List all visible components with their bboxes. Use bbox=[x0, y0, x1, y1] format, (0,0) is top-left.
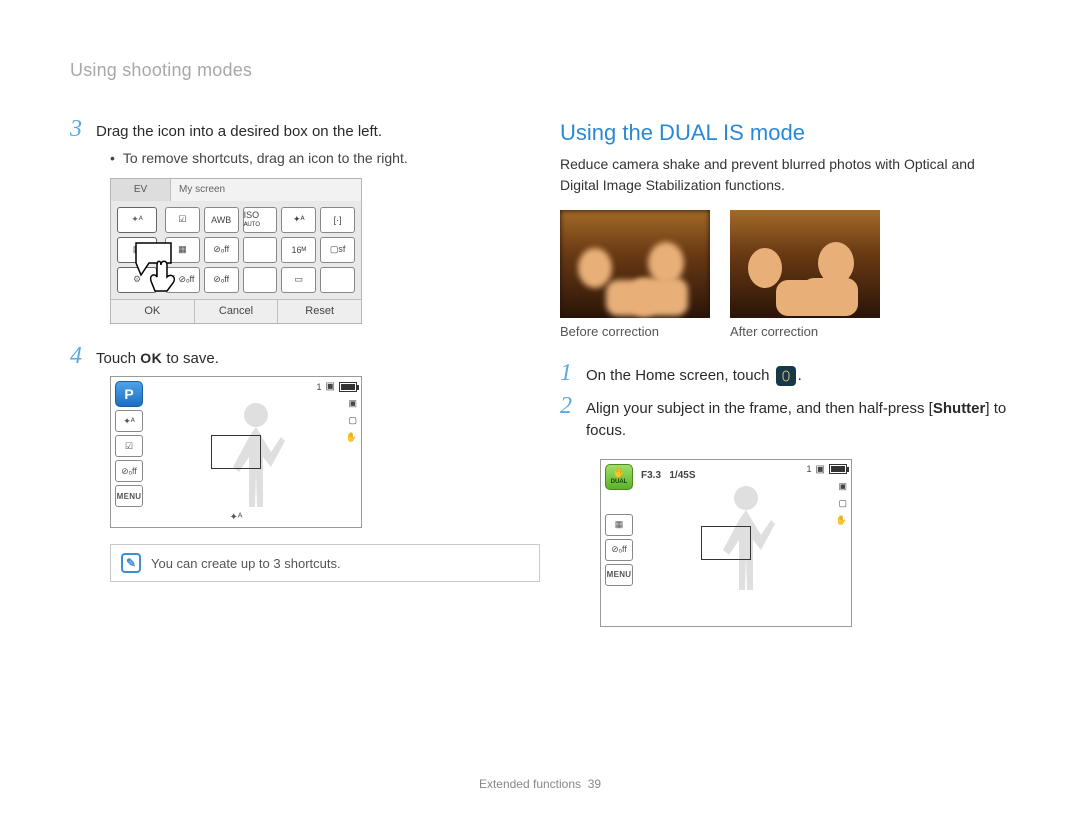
dual-hand-glyph: ✋ bbox=[613, 468, 625, 479]
step-3: 3 Drag the icon into a desired box on th… bbox=[70, 117, 520, 144]
page-section-header: Using shooting modes bbox=[70, 60, 520, 81]
comparison-photos bbox=[560, 210, 1010, 318]
grid-icon[interactable] bbox=[243, 267, 278, 293]
photo-before bbox=[560, 210, 710, 318]
grid-icon[interactable]: AWB bbox=[204, 207, 239, 233]
grid-icon[interactable]: ▦ bbox=[165, 237, 200, 263]
camera-lcd-p-mode: P ✦ᴬ ☑ ⊘ₒff MENU 1 ▣ ▣ ▢ ✋ ✦ᴬ bbox=[110, 376, 362, 528]
mode-dual-icon[interactable]: ✋ DUAL bbox=[605, 464, 633, 490]
shortcut-slots: ✦ᴬ ▦ ⚙ bbox=[117, 207, 161, 293]
step-text-pre: Align your subject in the frame, and the… bbox=[586, 400, 933, 417]
grid-icon[interactable]: ☑ bbox=[165, 207, 200, 233]
section-title: Using the DUAL IS mode bbox=[560, 120, 1010, 146]
lcd-right-icon: ▢ bbox=[838, 498, 847, 509]
footer-page-number: 39 bbox=[588, 777, 601, 791]
shutter-speed-value: 1/45S bbox=[669, 470, 695, 481]
grid-icon[interactable]: ☾⊘ₒff bbox=[165, 267, 200, 293]
battery-icon bbox=[339, 382, 357, 392]
step-1: 1 On the Home screen, touch . bbox=[560, 361, 1010, 388]
lcd-bottom-marker: ✦ᴬ bbox=[230, 512, 243, 523]
lcd-right-icon: ▣ bbox=[348, 398, 357, 409]
step-4: 4 Touch OK to save. bbox=[70, 344, 520, 371]
step-text-pre: Touch bbox=[96, 350, 140, 367]
shortcut-slot[interactable]: ✦ᴬ bbox=[117, 207, 157, 233]
lcd-left-icon[interactable]: ⊘ₒff bbox=[605, 539, 633, 561]
footer-label: Extended functions bbox=[479, 777, 581, 791]
ok-inline-icon: OK bbox=[140, 350, 162, 366]
step-number: 1 bbox=[560, 361, 576, 385]
icon-grid: ☑ AWB ISO ᴬᵁᵀᴼ ✦ᴬ [·] ▦ ⊘ₒff 16ᴹ ▢sf ☾⊘ₒ… bbox=[165, 207, 355, 293]
step-text-pre: On the Home screen, touch bbox=[586, 367, 774, 384]
caption-after: After correction bbox=[730, 324, 880, 339]
note-icon: ✎ bbox=[121, 553, 141, 573]
step-number: 3 bbox=[70, 117, 86, 141]
tip-note: ✎ You can create up to 3 shortcuts. bbox=[110, 544, 540, 582]
lcd-right-icon: ▣ bbox=[838, 481, 847, 492]
step-text-post: . bbox=[798, 367, 802, 384]
tab-myscreen[interactable]: My screen bbox=[171, 179, 361, 201]
grid-icon[interactable] bbox=[243, 237, 278, 263]
left-column: Using shooting modes 3 Drag the icon int… bbox=[70, 60, 520, 627]
lcd-right-icon: ✋ bbox=[346, 432, 357, 443]
grid-icon[interactable]: 16ᴹ bbox=[281, 237, 316, 263]
grid-icon[interactable] bbox=[320, 267, 355, 293]
lcd-right-icon: ▢ bbox=[348, 415, 357, 426]
step-text: Drag the icon into a desired box on the … bbox=[96, 121, 382, 144]
focus-box-icon bbox=[211, 435, 261, 469]
step-number: 2 bbox=[560, 394, 576, 418]
step-text: Touch OK to save. bbox=[96, 348, 219, 371]
grid-icon[interactable]: ✦ᴬ bbox=[281, 207, 316, 233]
lcd-right-icon: ✋ bbox=[836, 515, 847, 526]
photo-count: 1 bbox=[807, 464, 812, 474]
shutter-label: Shutter bbox=[933, 400, 986, 417]
right-column: Using the DUAL IS mode Reduce camera sha… bbox=[560, 60, 1010, 627]
tab-ev[interactable]: EV bbox=[111, 179, 171, 201]
step-text: Align your subject in the frame, and the… bbox=[586, 398, 1010, 443]
caption-before: Before correction bbox=[560, 324, 710, 339]
dual-is-mode-icon bbox=[776, 366, 796, 386]
photo-count: 1 bbox=[317, 382, 322, 392]
grid-icon[interactable]: ISO ᴬᵁᵀᴼ bbox=[243, 207, 278, 233]
lcd-left-icon[interactable]: ⊘ₒff bbox=[115, 460, 143, 482]
shortcut-slot[interactable]: ⚙ bbox=[117, 267, 157, 293]
lcd-left-icon[interactable]: ☑ bbox=[115, 435, 143, 457]
note-text: You can create up to 3 shortcuts. bbox=[151, 556, 341, 571]
grid-icon[interactable]: ⊘ₒff bbox=[204, 237, 239, 263]
mode-p-icon[interactable]: P bbox=[115, 381, 143, 407]
shortcut-slot[interactable]: ▦ bbox=[117, 237, 157, 263]
photo-after bbox=[730, 210, 880, 318]
step-2: 2 Align your subject in the frame, and t… bbox=[560, 394, 1010, 443]
step-3-bullet: To remove shortcuts, drag an icon to the… bbox=[110, 150, 520, 166]
grid-icon[interactable]: ▢sf bbox=[320, 237, 355, 263]
step-text-post: to save. bbox=[162, 350, 219, 367]
battery-icon bbox=[829, 464, 847, 474]
step-text: On the Home screen, touch . bbox=[586, 365, 802, 388]
aperture-value: F3.3 bbox=[641, 470, 661, 481]
lcd-left-icon[interactable]: ▦ bbox=[605, 514, 633, 536]
grid-icon[interactable]: ⊘ₒff bbox=[204, 267, 239, 293]
page-footer: Extended functions 39 bbox=[0, 777, 1080, 791]
focus-box-icon bbox=[701, 526, 751, 560]
step-number: 4 bbox=[70, 344, 86, 368]
grid-icon[interactable]: ▭ bbox=[281, 267, 316, 293]
cancel-button[interactable]: Cancel bbox=[195, 300, 279, 323]
dual-label: DUAL bbox=[611, 479, 628, 485]
ok-button[interactable]: OK bbox=[111, 300, 195, 323]
lcd-left-icon[interactable]: ✦ᴬ bbox=[115, 410, 143, 432]
reset-button[interactable]: Reset bbox=[278, 300, 361, 323]
grid-icon[interactable]: [·] bbox=[320, 207, 355, 233]
menu-button[interactable]: MENU bbox=[115, 485, 143, 507]
section-description: Reduce camera shake and prevent blurred … bbox=[560, 154, 1010, 196]
edit-shortcuts-screen: EV My screen ✦ᴬ ▦ ⚙ ☑ AWB ISO ᴬᵁᵀᴼ ✦ᴬ [·… bbox=[110, 178, 362, 324]
exposure-readout: F3.3 1/45S bbox=[641, 470, 696, 481]
menu-button[interactable]: MENU bbox=[605, 564, 633, 586]
camera-lcd-dual-mode: ✋ DUAL ▦ ⊘ₒff MENU F3.3 1/45S 1 ▣ ▣ ▢ bbox=[600, 459, 852, 627]
